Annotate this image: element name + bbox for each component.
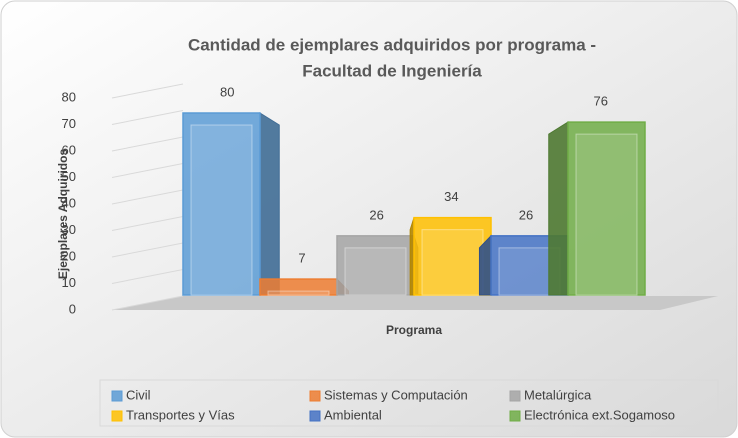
legend-swatch — [309, 390, 321, 402]
grid-line — [111, 242, 184, 258]
y-tick-label: 20 — [62, 248, 76, 263]
y-tick-label: 70 — [62, 116, 76, 131]
legend-label: Ambiental — [324, 407, 382, 422]
legend-label: Transportes y Vías — [126, 407, 235, 422]
bar-highlight — [421, 229, 484, 296]
bar — [182, 112, 261, 296]
bar-side — [548, 121, 569, 296]
legend-swatch — [309, 410, 321, 422]
grid-line — [111, 269, 184, 284]
data-label: 80 — [220, 84, 234, 99]
y-tick-label: 10 — [62, 275, 76, 290]
bar-highlight — [190, 124, 253, 296]
grid-line — [111, 189, 184, 205]
legend-label: Sistemas y Computación — [324, 387, 468, 402]
chart-title: Cantidad de ejemplares adquiridos por pr… — [188, 35, 596, 54]
bar — [567, 121, 646, 296]
y-tick-label: 30 — [62, 222, 76, 237]
legend-label: Electrónica ext.Sogamoso — [524, 407, 675, 422]
legend-box — [99, 379, 719, 427]
bar-highlight — [267, 290, 330, 296]
grid-line — [111, 216, 184, 231]
y-tick-label: 80 — [62, 89, 76, 104]
data-label: 7 — [298, 251, 305, 266]
legend-swatch — [509, 410, 521, 422]
data-label: 26 — [369, 207, 383, 222]
grid-line — [111, 136, 184, 152]
legend-label: Metalúrgica — [524, 387, 592, 402]
bar-highlight — [575, 133, 638, 296]
y-axis-title: Ejemplares Adquiridos — [56, 149, 70, 280]
floor — [112, 296, 718, 310]
bar — [336, 235, 415, 296]
y-tick-label: 60 — [62, 142, 76, 157]
grid-line — [111, 110, 184, 125]
data-label: 26 — [519, 207, 533, 222]
y-tick-label: 0 — [69, 301, 76, 316]
y-tick-label: 50 — [62, 169, 76, 184]
legend-swatch — [111, 390, 123, 402]
chart-title: Facultad de Ingeniería — [302, 61, 482, 80]
grid-line — [111, 295, 184, 311]
legend-label: Civil — [126, 387, 151, 402]
data-label: 76 — [593, 94, 607, 109]
bar-side — [259, 112, 280, 296]
data-label: 34 — [444, 189, 458, 204]
x-axis-title: Programa — [386, 323, 442, 337]
legend-swatch — [509, 390, 521, 402]
grid-line — [111, 83, 184, 99]
legend-swatch — [111, 410, 123, 422]
bar-highlight — [344, 247, 407, 296]
grid-line — [111, 163, 184, 178]
y-tick-label: 40 — [62, 195, 76, 210]
